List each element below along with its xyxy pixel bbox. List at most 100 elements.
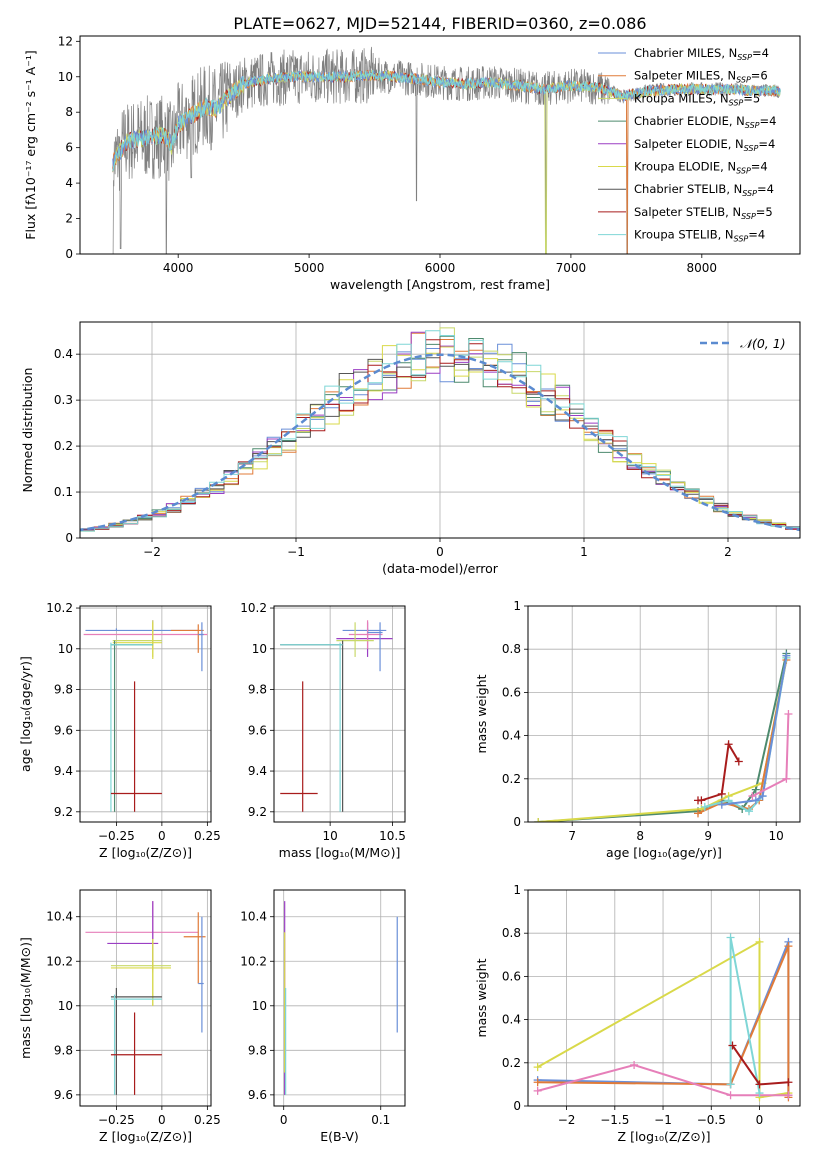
- legend-label: Chabrier MILES, NSSP=4: [634, 46, 769, 62]
- y-tick-label: 10: [58, 642, 73, 656]
- y-tick-label: 9.6: [248, 1088, 267, 1102]
- x-tick-label: 0.1: [371, 1113, 390, 1127]
- legend-text: Salpeter MILES, N: [634, 69, 736, 83]
- y-tick-label: 9.8: [54, 683, 73, 697]
- legend-entry: Kroupa ELODIE, NSSP=4: [598, 160, 768, 176]
- weight-marker: [726, 1091, 735, 1100]
- x-axis-label: Z [log₁₀(Z/Z⊙)]: [99, 1129, 192, 1144]
- y-tick-label: 10.2: [46, 601, 73, 615]
- legend-text: Kroupa ELODIE, N: [634, 160, 736, 174]
- legend-entry: Salpeter ELODIE, NSSP=4: [598, 137, 775, 153]
- x-tick-label: 0: [158, 829, 166, 843]
- y-axis-label: Flux [fλ10⁻¹⁷ erg cm⁻² s⁻¹ A⁻¹]: [23, 50, 38, 239]
- legend-entry: Kroupa MILES, NSSP=5: [598, 91, 760, 107]
- y-tick-label: 0.4: [502, 729, 521, 743]
- weight-marker: [755, 1080, 764, 1089]
- x-tick-label: −2: [143, 545, 161, 559]
- weight-marker: [782, 651, 791, 660]
- weight-marker: [726, 1080, 735, 1089]
- panel-age_vs_Z: −0.25 0 0.25 9.2 9.4 9.6 9.8 10 10.2 Z [log₁₀(Z/Z…: [18, 601, 221, 860]
- weight-marker: [533, 1078, 542, 1087]
- x-tick-label: 2: [724, 545, 732, 559]
- x-axis-label: Z [log₁₀(Z/Z⊙)]: [618, 1129, 711, 1144]
- panel-spectrum: 4000 5000 6000 7000 8000 0 2 4 6 8 10 12 wavelength …: [23, 34, 801, 292]
- y-tick-label: 2: [65, 212, 73, 226]
- x-tick-label: 7000: [556, 261, 587, 275]
- y-tick-label: 0.4: [54, 347, 73, 361]
- panel-age_vs_mass: 10 10.5 9.2 9.4 9.6 9.8 10 10.2 mass [log₁₀(M/M⊙…: [240, 601, 406, 860]
- x-tick-label: 4000: [163, 261, 194, 275]
- model-spectrum: [112, 69, 781, 171]
- weight-marker: [748, 792, 757, 801]
- y-tick-label: 0.1: [54, 485, 73, 499]
- x-tick-label: 5000: [294, 261, 325, 275]
- weight-series: [698, 741, 740, 802]
- legend-label: Chabrier ELODIE, NSSP=4: [634, 114, 776, 130]
- y-tick-label: 1: [513, 883, 521, 897]
- legend-label: 𝒩(0, 1): [740, 336, 786, 351]
- legend-label: Chabrier STELIB, NSSP=4: [634, 182, 774, 198]
- x-tick-label: −1: [287, 545, 305, 559]
- weight-marker: [745, 807, 753, 816]
- spectrum-legend: Chabrier MILES, NSSP=4 Salpeter MILES, N S…: [598, 46, 776, 244]
- y-tick-label: 9.4: [54, 764, 73, 778]
- legend-entry: Salpeter STELIB, NSSP=5: [598, 205, 773, 221]
- histogram-step: [80, 330, 800, 533]
- weight-marker: [751, 785, 760, 794]
- weight-marker: [630, 1060, 639, 1069]
- weight-marker: [782, 774, 791, 783]
- x-tick-label: 0.25: [194, 1113, 221, 1127]
- weight-series: [537, 945, 790, 1098]
- y-axis-label: age [log₁₀(age/yr)]: [18, 656, 33, 772]
- legend-subscript: SSP: [741, 212, 756, 221]
- weight-marker: [755, 937, 764, 946]
- x-axis-label: (data-model)/error: [382, 561, 499, 576]
- axes-frame: [79, 321, 801, 539]
- legend-tail: =4: [757, 182, 774, 196]
- weight-marker: [534, 818, 543, 822]
- y-tick-label: 4: [65, 176, 73, 190]
- y-axis-label: mass weight: [474, 958, 489, 1037]
- legend-tail: =4: [752, 46, 769, 60]
- axes-frame: [273, 889, 406, 1107]
- legend-tail: =5: [756, 205, 773, 219]
- weight-marker: [533, 1063, 542, 1072]
- weight-lines: [534, 649, 793, 822]
- legend-subscript: SSP: [742, 189, 757, 198]
- x-tick-label: −2: [558, 1113, 576, 1127]
- errorbars: [83, 620, 208, 812]
- y-tick-label: 9.6: [54, 723, 73, 737]
- x-tick-label: 0.25: [194, 829, 221, 843]
- panel-mass_vs_ebv: 0 0.1 9.6 9.8 10 10.2 10.4 E(B-V): [240, 889, 406, 1144]
- x-tick-label: 10.5: [379, 829, 406, 843]
- y-tick-label: 10.2: [46, 954, 73, 968]
- panel-massweight_vs_Z: −2 −1.5 −1 −0.5 0 0 0.2 0.4 0.6 0.8 1 Z [log₁₀(Z/Z⊙…: [474, 883, 801, 1144]
- spectrum-lines: [112, 46, 781, 254]
- y-tick-label: 10: [252, 999, 267, 1013]
- weight-marker: [717, 800, 726, 809]
- legend-text: Chabrier STELIB, N: [634, 182, 742, 196]
- axes-frame: [79, 889, 212, 1107]
- y-tick-label: 0.2: [502, 1056, 521, 1070]
- legend-tail: =4: [760, 114, 777, 128]
- x-tick-label: 7: [568, 829, 576, 843]
- legend-entry: Chabrier MILES, NSSP=4: [598, 46, 769, 62]
- axes-frame: [79, 35, 801, 255]
- weight-marker: [784, 942, 793, 951]
- x-tick-label: 8: [636, 829, 644, 843]
- y-tick-label: 9.6: [248, 723, 267, 737]
- axes-frame: [273, 605, 406, 823]
- x-tick-label: 0: [756, 1113, 764, 1127]
- x-tick-label: 8000: [687, 261, 718, 275]
- legend-text: Salpeter STELIB, N: [634, 205, 741, 219]
- weight-marker: [734, 757, 743, 766]
- weight-series: [721, 655, 788, 806]
- y-tick-label: 0: [65, 247, 73, 261]
- weight-series: [729, 937, 761, 1094]
- legend-subscript: SSP: [729, 98, 744, 107]
- weight-marker: [751, 796, 760, 805]
- y-axis-label: mass [log₁₀(M/M⊙)]: [18, 937, 33, 1059]
- model-spectrum: [112, 69, 781, 172]
- panel-residuals: −2 −1 0 1 2 0 0.1 0.2 0.3 0.4 (data-model)/error No…: [20, 321, 801, 576]
